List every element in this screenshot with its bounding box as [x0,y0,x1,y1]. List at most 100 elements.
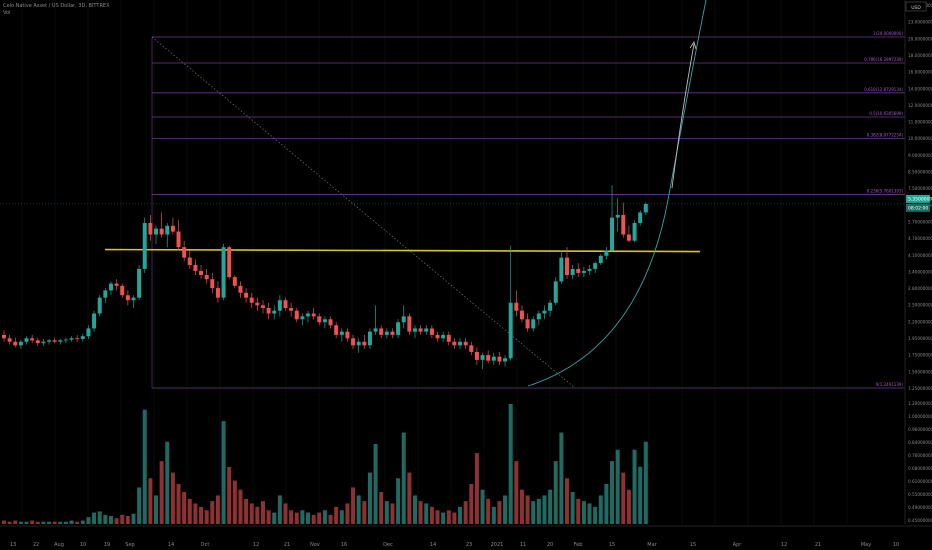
time-axis[interactable]: 13 22 Aug 10 19 Sep 14 Oct 12 21 Nov 16 Dec 14 23 2021 1… [0,525,932,548]
candle-body [154,228,159,235]
volume-bar [519,489,524,524]
time-tick-label: 15 [609,542,615,548]
volume-bar [176,484,181,524]
candle-body [322,319,327,323]
price-tick-label: 20.00000000 [908,36,932,41]
candle-body [486,355,491,361]
symbol-title: Celo Native Asset / US Dollar, 3D, BITTR… [3,3,110,9]
descending-trendline [151,36,576,389]
volume-bar [458,506,463,524]
fib-level-label: 0(1.2491139) [876,382,904,387]
candle-body [441,334,446,339]
volume-bar [232,480,237,524]
volume-bar [148,478,153,524]
volume-bar [69,520,74,524]
volume-bar [30,520,35,524]
candle-body [182,247,187,258]
price-tick-label: 11.00000000 [908,120,932,125]
fib-level-label: 0.236(5.7601393) [867,189,904,194]
candle-body [317,316,322,323]
candle-body [249,297,254,303]
volume-bar [18,521,23,524]
candle-body [7,338,12,342]
volume-bar [339,510,344,524]
volume-bar [47,521,52,524]
candle-body [514,302,519,311]
time-tick-label: 15 [690,542,696,548]
volume-bar [322,510,327,524]
candle-body [215,288,220,298]
volume-tick-label: 0.61000000 [908,479,932,484]
time-tick-label: 11 [520,542,526,548]
volume-bar [199,506,204,524]
volume-bar [294,512,299,524]
candle-body [260,305,265,309]
volume-bar [390,503,395,524]
grid [21,0,848,524]
volume-indicator-label: Vol [3,10,11,16]
volume-bar [215,495,220,524]
volume-bar [503,495,508,524]
candle-body [632,223,637,241]
time-tick-label: Oct [201,542,210,548]
candle-body [58,340,63,342]
candle-body [63,339,68,341]
price-tick-label: 1.50000000 [908,369,932,374]
candle-body [497,356,502,362]
volume-bar [63,521,68,524]
candle-body [339,331,344,335]
volume-bar [491,506,496,524]
fib-level-label: 1(20.0000000) [873,31,903,36]
volume-bar [565,478,569,524]
volume-bar [210,501,215,524]
candle-body [148,223,153,235]
price-axis[interactable]: 28.0000000023.0000000020.0000000018.0000… [904,0,932,524]
volume-bar [525,495,530,524]
candle-body [86,328,91,337]
time-tick-label: Dec [383,542,393,548]
fib-level-label: 0.618(12.8729134) [864,87,903,92]
price-tick-label: 10.00000000 [908,136,932,141]
candle-body [30,338,35,341]
candle-body [508,302,513,359]
candle-body [615,215,620,218]
volume-bar [435,510,440,524]
volume-bar [604,484,609,524]
volume-bar [238,489,243,524]
volume-tick-label: 0.45000000 [908,518,932,523]
volume-bar [41,521,46,524]
volume-bar [362,501,367,524]
candle-body [294,310,299,320]
fib-level-label: 0.786(16.2897239) [864,57,903,62]
time-tick-label: 2021 [491,542,504,548]
time-tick-label: Aug [54,542,64,548]
volume-bar [137,487,142,524]
volume-bar [170,472,175,524]
candle-body [300,316,305,320]
candle-body [176,231,181,248]
volume-bar [587,503,592,524]
currency-box [905,1,927,12]
candle-body [548,302,553,311]
candle-body [125,295,130,301]
candle-body [570,268,575,276]
volume-bar [548,489,553,524]
volume-bar [114,518,119,524]
volume-bar [86,517,91,524]
volume-bar [542,495,547,524]
volume-bar [289,510,294,524]
volume-bar [536,498,541,524]
volume-bar [463,501,468,524]
volume-bar [52,521,57,524]
candle-body [542,310,547,314]
candle-body [170,225,175,232]
volume-tick-label: 1.00000000 [908,414,932,419]
volume-bar [480,489,485,524]
volume-bar [412,495,417,524]
volume-bar [311,514,316,524]
candle-body [474,351,479,360]
candle-body [244,292,249,298]
